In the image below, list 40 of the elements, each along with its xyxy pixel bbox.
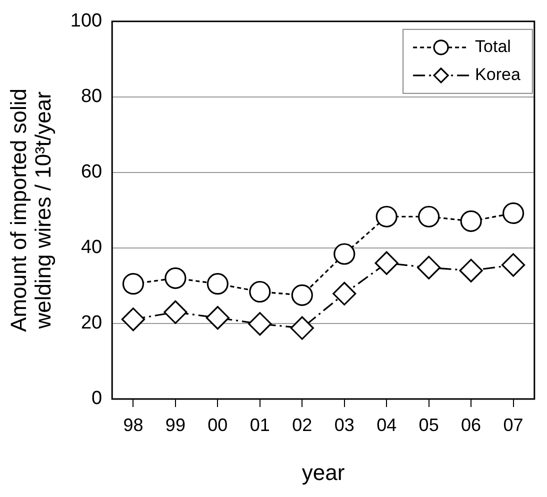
y-tick-label: 100 <box>70 10 102 32</box>
x-axis-title: year <box>302 460 345 485</box>
x-tick-label: 98 <box>123 414 144 435</box>
point <box>501 253 526 277</box>
x-tick-label: 02 <box>292 414 312 435</box>
x-tick-label: 00 <box>208 414 228 435</box>
point <box>122 273 144 295</box>
point <box>164 267 186 289</box>
point <box>249 280 271 303</box>
point <box>460 210 482 232</box>
x-tick-label: 01 <box>250 414 270 435</box>
point <box>417 256 441 280</box>
y-tick-label: 0 <box>92 388 102 410</box>
point <box>290 316 314 340</box>
x-tick-label: 04 <box>376 414 397 435</box>
legend-label: Total <box>475 37 511 56</box>
x-tick-label: 99 <box>165 414 186 435</box>
x-tick-label: 06 <box>461 414 482 435</box>
point <box>376 206 398 228</box>
legend-label: Korea <box>475 65 521 84</box>
point <box>164 300 188 324</box>
point <box>502 202 524 224</box>
y-axis-title: Amount of imported solid welding wires / 10³t/year <box>6 88 56 332</box>
y-tick-label: 60 <box>80 162 102 183</box>
point <box>121 308 146 332</box>
x-tick-label: 07 <box>503 414 524 435</box>
x-tick-label: 03 <box>334 414 354 435</box>
point <box>206 273 228 295</box>
point <box>459 258 483 282</box>
y-tick-label: 20 <box>80 312 102 334</box>
point <box>332 282 356 306</box>
point <box>374 251 398 275</box>
point <box>248 312 272 336</box>
point <box>206 306 230 330</box>
point <box>418 206 440 228</box>
point <box>334 243 356 265</box>
y-tick-label: 80 <box>80 86 102 108</box>
point <box>291 284 313 306</box>
x-tick-label: 05 <box>418 414 439 435</box>
y-tick-label: 40 <box>80 237 102 258</box>
